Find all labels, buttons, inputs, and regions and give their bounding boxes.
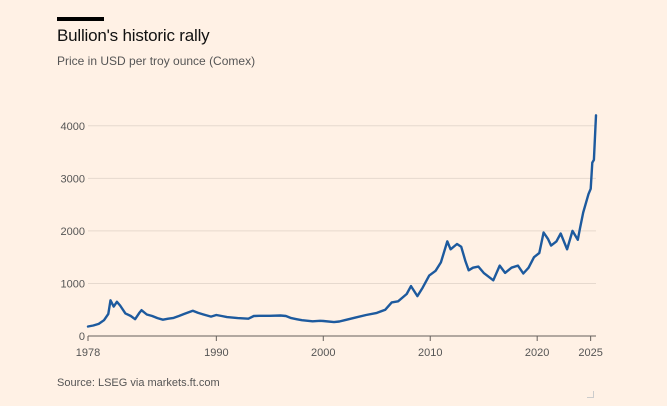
y-tick-label-3000: 3000 bbox=[61, 173, 85, 185]
y-tick-label-1000: 1000 bbox=[61, 278, 85, 290]
chart-title: Bullion's historic rally bbox=[57, 26, 210, 45]
x-tick-label-2025: 2025 bbox=[578, 347, 602, 359]
x-tick-label-1978: 1978 bbox=[76, 347, 100, 359]
x-tick-label-2020: 2020 bbox=[525, 347, 549, 359]
x-tick-label-1990: 1990 bbox=[204, 347, 228, 359]
resize-corner bbox=[587, 391, 594, 398]
y-tick-label-0: 0 bbox=[79, 331, 85, 343]
chart-subtitle: Price in USD per troy ounce (Comex) bbox=[57, 54, 256, 68]
title-accent-bar bbox=[57, 17, 104, 21]
x-tick-label-2010: 2010 bbox=[418, 347, 442, 359]
y-tick-label-2000: 2000 bbox=[61, 226, 85, 238]
x-tick-label-2000: 2000 bbox=[311, 347, 335, 359]
y-tick-label-4000: 4000 bbox=[61, 121, 85, 133]
source-note: Source: LSEG via markets.ft.com bbox=[57, 377, 220, 389]
series-line-gold-price bbox=[86, 114, 598, 328]
